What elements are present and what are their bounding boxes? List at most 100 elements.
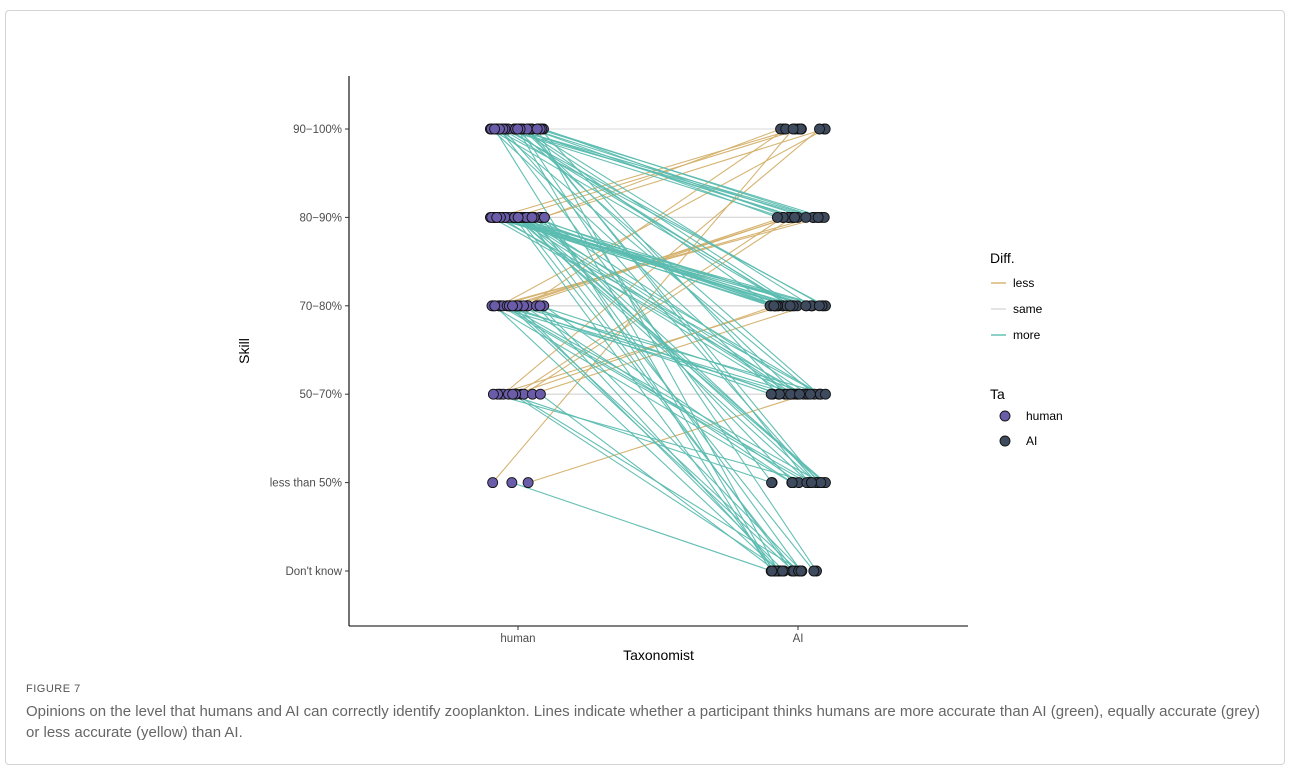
point-ai-80-90 [771,211,783,223]
legend: Diff. less same more Ta human AI [990,250,1063,448]
y-tick-label-don-t-know: Don't know [285,566,342,578]
point-ai-50-70 [794,388,806,400]
line-less-50-70-to-80-90 [516,216,784,395]
point-ai-50-70 [804,388,816,400]
line-more-80-90-to-70-80 [512,216,777,307]
line-more-90-100-to-80-90 [531,128,807,218]
point-ai-don-t-know [808,565,820,577]
point-ai-70-80 [800,300,812,312]
figure-label: FIGURE 7 [26,683,81,695]
figure-caption-text: Opinions on the level that humans and AI… [26,703,1261,741]
line-more-80-90-to-don-t-know [531,217,815,572]
line-more-70-80-to-less-than-50 [523,305,793,484]
line-more-90-100-to-don-t-know [536,128,779,572]
x-tick-label-ai: AI [793,633,804,645]
line-more-80-90-to-less-than-50 [520,216,826,484]
line-more-80-90-to-less-than-50 [517,216,810,484]
line-more-90-100-to-less-than-50 [502,128,817,483]
point-ai-70-80 [784,300,796,312]
point-human-50-70 [534,388,546,400]
line-more-90-100-to-80-90 [541,128,819,218]
y-tick-label-90-100: 90−100% [293,124,342,136]
x-tick-label-human: human [500,633,535,645]
line-more-70-80-to-don-t-know [539,305,803,572]
y-tick-label-70-80: 70−80% [299,301,342,313]
point-ai-less-than-50 [786,477,798,489]
line-more-80-90-to-70-80 [529,216,806,307]
line-more-80-90-to-50-70 [526,216,799,395]
line-more-90-100-to-80-90 [514,128,818,218]
line-more-90-100-to-80-90 [531,128,778,218]
y-axis-title: Skill [236,338,252,364]
figure-caption: FIGURE 7 Opinions on the level that huma… [26,683,1266,743]
legend-key-ai [999,435,1011,447]
point-ai-don-t-know [777,565,788,577]
point-ai-less-than-50 [806,477,817,489]
point-ai-less-than-50 [766,477,777,489]
line-more-less-than-50-to-don-t-know [511,482,772,572]
point-human-80-90 [526,211,538,223]
point-human-50-70 [507,388,519,400]
line-more-90-100-to-don-t-know [494,128,772,572]
y-tick-label-50-70: 50−70% [299,389,342,401]
point-ai-90-100 [787,123,799,135]
point-human-70-80 [534,300,546,312]
line-more-90-100-to-50-70 [522,128,797,395]
line-more-80-90-to-50-70 [519,216,822,395]
point-ai-less-than-50 [815,477,827,489]
point-human-50-70 [487,388,499,400]
point-human-80-90 [491,211,503,223]
point-ai-don-t-know [795,565,807,577]
point-ai-80-90 [812,211,824,223]
axes: Don't know less than 50% 50−70% 70−80% 80−90… [236,76,968,663]
line-more-80-90-to-50-70 [491,216,804,395]
point-ai-50-70 [820,388,831,400]
point-human-90-100 [512,123,524,135]
line-less-80-90-to-90-100 [543,128,781,218]
line-more-90-100-to-less-than-50 [526,128,820,483]
line-less-less-than-50-to-50-70 [527,393,807,484]
line-less-70-80-to-90-100 [499,128,826,307]
line-more-80-90-to-70-80 [515,216,812,307]
line-more-70-80-to-50-70 [492,305,791,395]
point-ai-90-100 [814,123,825,135]
legend-label-ai: AI [1026,434,1037,448]
line-more-50-70-to-less-than-50 [508,393,772,484]
line-less-80-90-to-90-100 [542,128,825,218]
point-human-less-than-50 [487,477,499,489]
legend-label-more: more [1013,328,1041,342]
line-more-70-80-to-less-than-50 [506,305,822,484]
line-more-90-100-to-70-80 [528,128,812,307]
line-more-90-100-to-don-t-know [519,128,817,572]
point-human-less-than-50 [506,477,518,489]
point-human-80-90 [512,211,524,223]
point-human-90-100 [489,123,501,135]
point-ai-70-80 [813,300,825,312]
line-more-70-80-to-50-70 [527,305,780,395]
point-human-70-80 [489,300,501,312]
legend-label-same: same [1013,302,1043,316]
y-tick-label-less-than-50: less than 50% [270,478,342,490]
legend-label-less: less [1013,276,1034,290]
line-more-80-90-to-70-80 [508,216,823,307]
line-more-70-80-to-50-70 [539,305,811,395]
point-human-80-90 [539,211,550,223]
line-more-50-70-to-don-t-know [512,393,783,572]
line-more-70-80-to-less-than-50 [491,305,793,484]
point-ai-50-70 [765,388,777,400]
transition-lines [490,128,826,572]
point-ai-80-90 [800,211,812,223]
line-more-70-80-to-less-than-50 [500,305,808,484]
line-more-90-100-to-less-than-50 [499,128,773,483]
point-human-less-than-50 [522,477,534,489]
legend-label-human: human [1026,409,1063,423]
line-more-70-80-to-don-t-know [512,305,799,572]
point-ai-don-t-know [766,565,778,577]
point-ai-70-80 [768,300,780,312]
legend-title-diff: Diff. [990,250,1015,266]
line-more-70-80-to-don-t-know [494,305,780,572]
participant-points [484,123,831,577]
line-more-80-90-to-50-70 [540,216,809,395]
line-more-90-100-to-70-80 [522,128,796,307]
